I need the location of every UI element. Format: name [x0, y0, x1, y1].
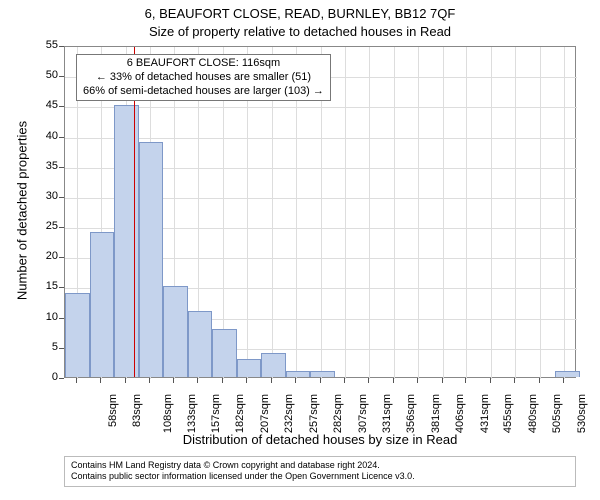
- annotation-line2: ← 33% of detached houses are smaller (51…: [83, 71, 324, 85]
- chart-title-main: 6, BEAUFORT CLOSE, READ, BURNLEY, BB12 7…: [0, 6, 600, 21]
- x-tick-mark: [197, 378, 198, 383]
- y-tick-mark: [59, 348, 64, 349]
- histogram-bar: [212, 329, 237, 377]
- x-tick-label: 307sqm: [357, 394, 369, 433]
- y-tick-label: 15: [32, 280, 58, 292]
- histogram-bar: [261, 353, 286, 377]
- y-axis-label: Number of detached properties: [15, 111, 30, 311]
- x-tick-mark: [222, 378, 223, 383]
- histogram-bar: [310, 371, 335, 377]
- y-tick-label: 35: [32, 160, 58, 172]
- chart-title-sub: Size of property relative to detached ho…: [0, 24, 600, 39]
- x-tick-label: 406sqm: [454, 394, 466, 433]
- x-tick-mark: [417, 378, 418, 383]
- x-tick-mark: [320, 378, 321, 383]
- x-tick-label: 108sqm: [162, 394, 174, 433]
- x-tick-mark: [271, 378, 272, 383]
- y-tick-label: 55: [32, 39, 58, 51]
- x-tick-mark: [514, 378, 515, 383]
- grid-line-v: [515, 47, 516, 379]
- annotation-box: 6 BEAUFORT CLOSE: 116sqm ← 33% of detach…: [76, 54, 331, 101]
- y-tick-mark: [59, 167, 64, 168]
- grid-line-v: [369, 47, 370, 379]
- footnote-box: Contains HM Land Registry data © Crown c…: [64, 456, 576, 487]
- x-tick-mark: [368, 378, 369, 383]
- histogram-bar: [114, 105, 139, 377]
- y-tick-label: 10: [32, 311, 58, 323]
- x-tick-label: 133sqm: [186, 394, 198, 433]
- grid-line-v: [564, 47, 565, 379]
- grid-line-v: [443, 47, 444, 379]
- y-tick-label: 25: [32, 220, 58, 232]
- grid-line-v: [540, 47, 541, 379]
- histogram-bar: [555, 371, 580, 377]
- y-tick-label: 5: [32, 341, 58, 353]
- y-tick-label: 30: [32, 190, 58, 202]
- y-tick-label: 20: [32, 250, 58, 262]
- x-tick-label: 257sqm: [308, 394, 320, 433]
- x-tick-mark: [125, 378, 126, 383]
- annotation-line3: 66% of semi-detached houses are larger (…: [83, 85, 324, 99]
- y-tick-mark: [59, 137, 64, 138]
- x-tick-mark: [295, 378, 296, 383]
- x-tick-label: 182sqm: [235, 394, 247, 433]
- x-tick-label: 282sqm: [333, 394, 345, 433]
- y-tick-label: 50: [32, 69, 58, 81]
- x-tick-label: 431sqm: [479, 394, 491, 433]
- x-tick-label: 381sqm: [430, 394, 442, 433]
- x-tick-mark: [246, 378, 247, 383]
- histogram-bar: [90, 232, 115, 377]
- y-tick-mark: [59, 227, 64, 228]
- footnote-line1: Contains HM Land Registry data © Crown c…: [71, 460, 569, 471]
- chart-container: 6, BEAUFORT CLOSE, READ, BURNLEY, BB12 7…: [0, 0, 600, 500]
- x-tick-mark: [393, 378, 394, 383]
- x-tick-label: 58sqm: [107, 394, 119, 427]
- x-tick-label: 83sqm: [131, 394, 143, 427]
- y-tick-mark: [59, 197, 64, 198]
- y-tick-label: 45: [32, 99, 58, 111]
- y-tick-mark: [59, 378, 64, 379]
- grid-line-v: [418, 47, 419, 379]
- x-tick-label: 480sqm: [527, 394, 539, 433]
- histogram-bar: [163, 286, 188, 377]
- y-tick-mark: [59, 257, 64, 258]
- y-tick-mark: [59, 318, 64, 319]
- grid-line-v: [491, 47, 492, 379]
- y-tick-mark: [59, 76, 64, 77]
- y-tick-label: 0: [32, 371, 58, 383]
- x-tick-mark: [149, 378, 150, 383]
- x-tick-mark: [442, 378, 443, 383]
- x-tick-label: 331sqm: [381, 394, 393, 433]
- histogram-bar: [139, 142, 164, 377]
- x-tick-mark: [76, 378, 77, 383]
- x-tick-mark: [490, 378, 491, 383]
- y-tick-mark: [59, 46, 64, 47]
- x-tick-mark: [563, 378, 564, 383]
- y-tick-mark: [59, 287, 64, 288]
- x-tick-label: 505sqm: [551, 394, 563, 433]
- x-tick-label: 356sqm: [405, 394, 417, 433]
- annotation-line1: 6 BEAUFORT CLOSE: 116sqm: [83, 57, 324, 71]
- x-tick-label: 207sqm: [259, 394, 271, 433]
- x-axis-label: Distribution of detached houses by size …: [64, 432, 576, 447]
- x-tick-mark: [465, 378, 466, 383]
- histogram-bar: [65, 293, 90, 378]
- histogram-bar: [237, 359, 262, 377]
- y-tick-mark: [59, 106, 64, 107]
- x-tick-label: 232sqm: [284, 394, 296, 433]
- histogram-bar: [286, 371, 311, 377]
- x-tick-label: 157sqm: [210, 394, 222, 433]
- x-tick-mark: [344, 378, 345, 383]
- x-tick-mark: [173, 378, 174, 383]
- grid-line-v: [394, 47, 395, 379]
- x-tick-label: 530sqm: [576, 394, 588, 433]
- y-tick-label: 40: [32, 130, 58, 142]
- x-tick-mark: [539, 378, 540, 383]
- grid-line-v: [466, 47, 467, 379]
- histogram-bar: [188, 311, 213, 377]
- x-tick-label: 455sqm: [502, 394, 514, 433]
- x-tick-mark: [100, 378, 101, 383]
- footnote-line2: Contains public sector information licen…: [71, 471, 569, 482]
- grid-line-v: [345, 47, 346, 379]
